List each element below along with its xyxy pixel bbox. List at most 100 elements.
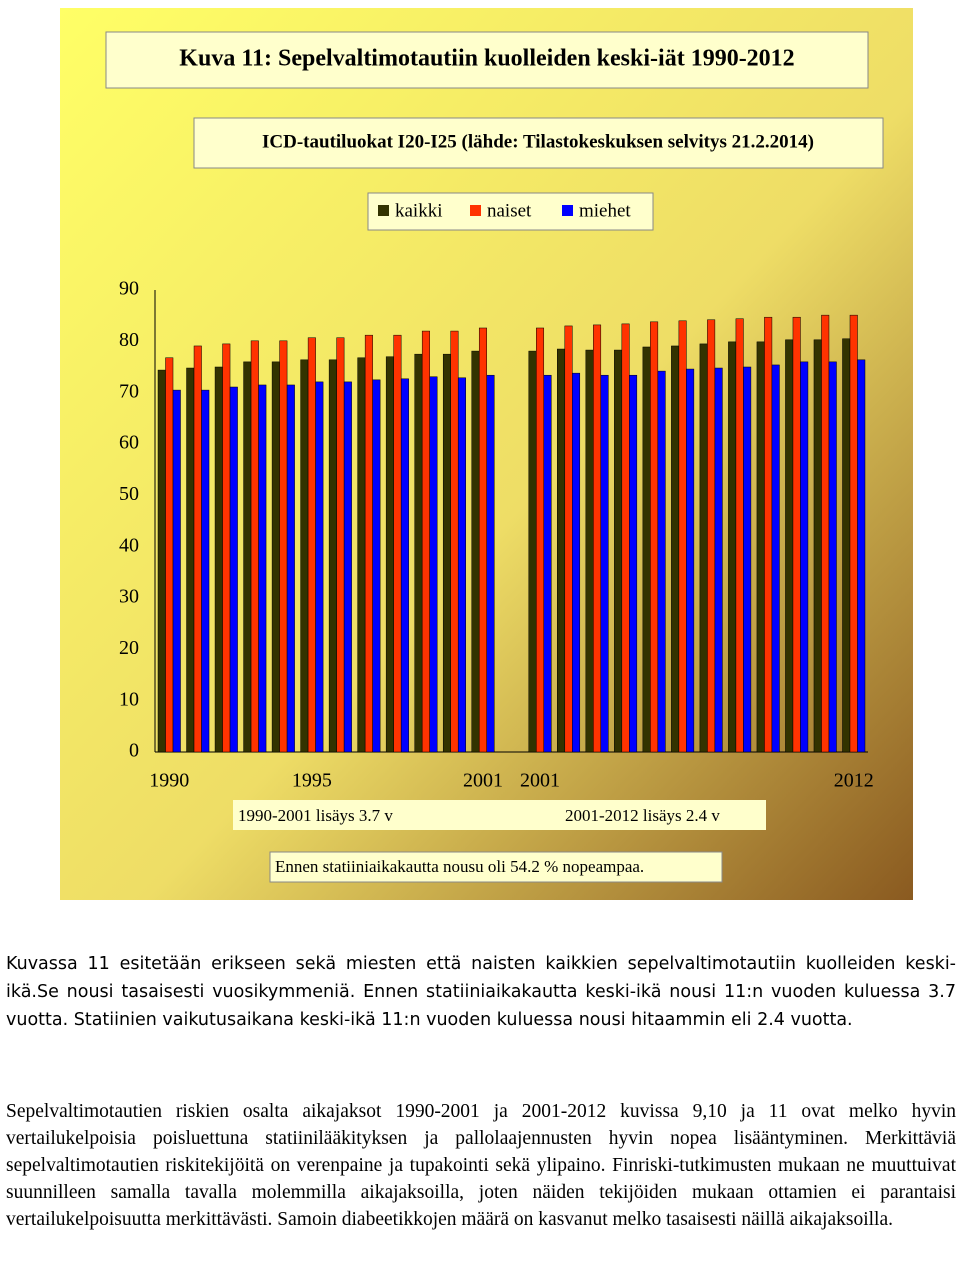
- legend-label: naiset: [487, 200, 532, 221]
- bar: [785, 339, 794, 753]
- bar: [343, 381, 352, 753]
- bar: [250, 340, 259, 753]
- y-tick-label: 50: [119, 483, 139, 505]
- bar: [307, 337, 316, 753]
- bar: [657, 370, 666, 753]
- y-tick-label: 20: [119, 637, 139, 659]
- bar: [328, 359, 337, 753]
- bar: [201, 389, 210, 753]
- y-tick-label: 70: [119, 380, 139, 402]
- bar: [258, 384, 267, 753]
- bar: [357, 357, 366, 753]
- bar: [536, 327, 545, 753]
- annotation: 1990-2001 lisäys 3.7 v: [238, 806, 393, 825]
- bar: [229, 386, 238, 753]
- bar: [300, 359, 309, 753]
- legend-label: miehet: [579, 200, 631, 221]
- bar: [172, 389, 181, 753]
- bar: [678, 320, 687, 753]
- bar: [671, 345, 680, 753]
- annotation: Ennen statiiniaikakautta nousu oli 54.2 …: [275, 857, 644, 876]
- bar: [743, 366, 752, 753]
- chart-title: Kuva 11: Sepelvaltimotautiin kuolleiden …: [179, 46, 794, 72]
- bar: [393, 334, 402, 753]
- bar: [585, 349, 594, 753]
- bar: [543, 374, 552, 753]
- paragraph: Sepelvaltimotautien riskien osalta aikaj…: [6, 1101, 956, 1230]
- bar: [828, 361, 837, 753]
- x-tick-label: 1990: [149, 770, 189, 792]
- bar: [457, 377, 466, 753]
- y-tick-label: 40: [119, 534, 139, 556]
- bar: [478, 327, 487, 753]
- bar: [336, 337, 345, 753]
- bar: [279, 340, 288, 753]
- bar: [800, 361, 809, 753]
- bar: [564, 325, 573, 753]
- bar: [821, 314, 830, 753]
- chart-subtitle: ICD-tautiluokat I20-I25 (lähde: Tilastok…: [262, 131, 814, 152]
- annotation-box: [269, 851, 723, 883]
- bar: [421, 330, 430, 753]
- y-tick-label: 80: [119, 329, 139, 351]
- x-tick-label: 2012: [834, 770, 874, 792]
- legend-swatch: [378, 205, 389, 216]
- bar: [186, 367, 195, 753]
- bar: [629, 374, 638, 753]
- legend-swatch: [562, 205, 573, 216]
- bar: [813, 339, 822, 753]
- bar: [286, 384, 295, 753]
- bar: [849, 314, 858, 753]
- bar: [714, 367, 723, 753]
- legend-box: [367, 192, 654, 231]
- annotation: 2001-2012 lisäys 2.4 v: [565, 806, 720, 825]
- bar: [486, 374, 495, 753]
- bar: [528, 350, 537, 753]
- bar: [364, 334, 373, 753]
- bar: [372, 379, 381, 753]
- bar: [572, 372, 581, 753]
- subtitle-box: [193, 117, 884, 169]
- bar: [621, 323, 630, 753]
- bar: [157, 369, 166, 753]
- bar: [471, 350, 480, 753]
- bar: [193, 345, 202, 753]
- bar: [315, 381, 324, 753]
- bar: [600, 374, 609, 753]
- bar: [222, 343, 231, 753]
- bar: [650, 321, 659, 753]
- bar: [614, 349, 623, 753]
- bar: [792, 316, 801, 753]
- bar: [707, 319, 716, 753]
- bar: [842, 338, 851, 753]
- annotation-box: [233, 800, 766, 830]
- bar: [165, 357, 174, 753]
- bar: [400, 378, 409, 753]
- bar: [699, 343, 708, 753]
- bar: [728, 341, 737, 753]
- y-tick-label: 60: [119, 432, 139, 454]
- bar: [557, 348, 566, 753]
- bar: [857, 359, 866, 753]
- bar: [764, 316, 773, 753]
- bar: [271, 361, 280, 753]
- y-tick-label: 30: [119, 586, 139, 608]
- x-tick-label: 2001: [463, 770, 503, 792]
- bar: [214, 366, 223, 753]
- bar: [414, 353, 423, 753]
- bar: [442, 353, 451, 753]
- title-box: [105, 31, 869, 89]
- legend-swatch: [470, 205, 481, 216]
- bar: [642, 346, 651, 753]
- chart: Kuva 11: Sepelvaltimotautiin kuolleiden …: [60, 8, 913, 900]
- y-tick-label: 0: [129, 740, 139, 762]
- bar: [385, 356, 394, 753]
- bar: [771, 364, 780, 753]
- legend-label: kaikki: [395, 200, 443, 221]
- y-tick-label: 10: [119, 688, 139, 710]
- bar: [450, 330, 459, 753]
- bar: [429, 376, 438, 753]
- y-tick-label: 90: [119, 278, 139, 300]
- x-tick-label: 1995: [292, 770, 332, 792]
